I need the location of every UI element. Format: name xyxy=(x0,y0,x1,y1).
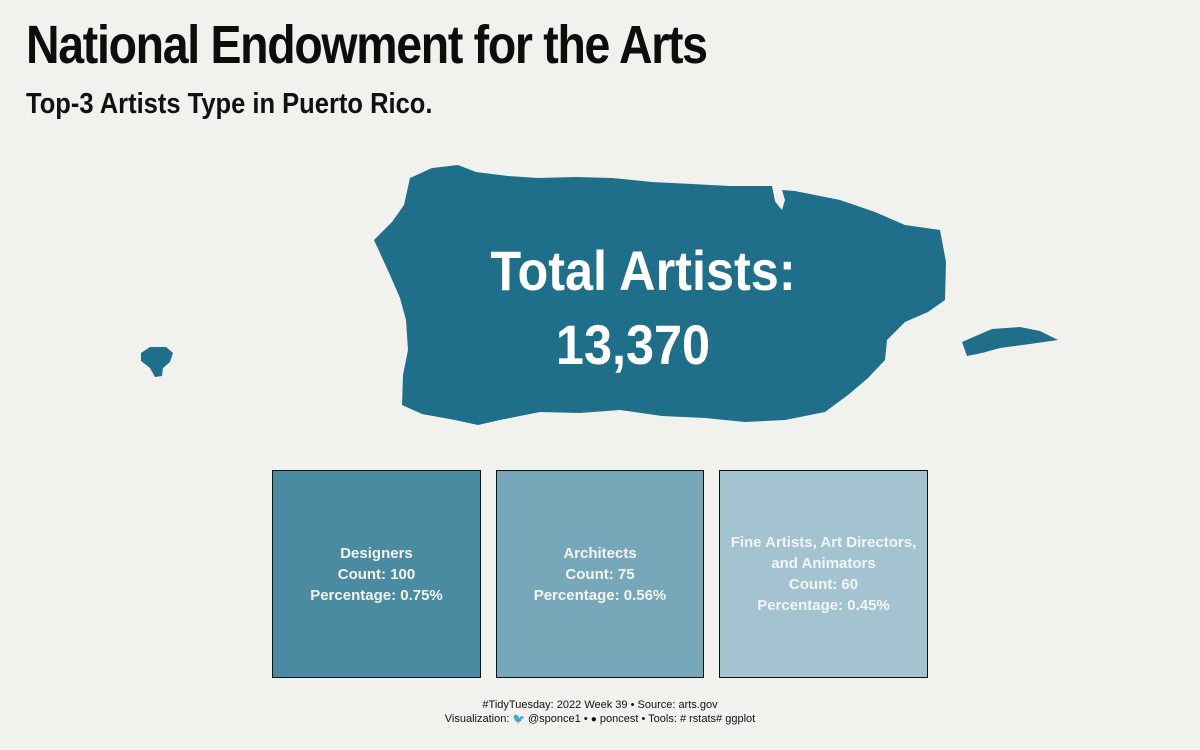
caption-tools-label: • Tools: xyxy=(641,713,677,725)
caption-visualization-label: Visualization: xyxy=(444,713,510,725)
north-notch-shape xyxy=(762,186,776,210)
chart-title: National Endowment for the Arts xyxy=(26,15,708,75)
tile-label-line: Percentage: 0.75% xyxy=(310,586,443,604)
hashtag-icon: # xyxy=(716,713,723,725)
tile-label-line: Percentage: 0.56% xyxy=(533,586,667,604)
tile-label-line: Count: 60 xyxy=(788,576,859,593)
total-value: 13,370 xyxy=(555,313,711,376)
caption-tool-1: rstats xyxy=(689,713,717,725)
tile-label-line: Architects xyxy=(563,544,637,562)
chart-subtitle: Top-3 Artists Type in Puerto Rico. xyxy=(26,88,433,120)
mona-island-shape xyxy=(141,347,173,377)
caption-line-2: Visualization: 🐦 @sponce1 • ● poncest • … xyxy=(0,712,1200,727)
tile-label-line: Designers xyxy=(340,544,413,562)
treemap-tile: Designers Count: 100 Percentage: 0.75% xyxy=(272,470,481,678)
tile-label-line: Fine Artists, Art Directors, xyxy=(730,534,917,551)
caption-line-1: #TidyTuesday: 2022 Week 39 • Source: art… xyxy=(482,699,718,711)
treemap-tile: Architects Count: 75 Percentage: 0.56% xyxy=(496,470,704,678)
caption-tool-2: ggplot xyxy=(725,713,756,725)
caption-twitter-handle: @sponce1 xyxy=(527,713,581,725)
treemap-tile-label: Architects Count: 75 Percentage: 0.56% xyxy=(524,543,677,606)
tile-label-line: Count: 100 xyxy=(337,565,416,583)
twitter-bird-icon: 🐦 xyxy=(512,714,525,725)
hashtag-icon: # xyxy=(679,713,687,725)
caption-github-handle: poncest xyxy=(599,713,639,725)
total-label: Total Artists: xyxy=(490,239,796,302)
main-island-shape xyxy=(374,165,946,425)
caption-separator: • xyxy=(583,713,588,725)
treemap-tile: Fine Artists, Art Directors, and Animator… xyxy=(719,470,928,678)
tile-label-line: Count: 75 xyxy=(565,565,635,583)
treemap-tile-label: Designers Count: 100 Percentage: 0.75% xyxy=(300,543,453,606)
tile-label-line: and Animators xyxy=(771,555,876,572)
vieques-island-shape xyxy=(962,327,1058,356)
treemap-tile-label: Fine Artists, Art Directors, and Animator… xyxy=(721,532,927,616)
tile-label-line: Percentage: 0.45% xyxy=(757,597,890,614)
github-icon: ● xyxy=(590,714,597,725)
caption: #TidyTuesday: 2022 Week 39 • Source: art… xyxy=(0,698,1200,727)
